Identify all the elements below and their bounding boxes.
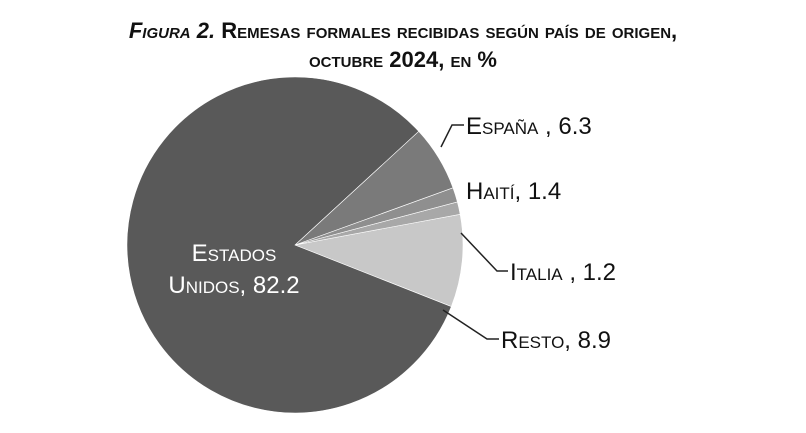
leader-line-espana [440,124,464,148]
label-estados-unidos-line2: Unidos, 82.2 [168,272,299,299]
label-estados-unidos-line1: Estados [192,240,277,267]
label-espana: España , 6.3 [466,113,592,140]
title-line-2: octubre 2024, en % [309,47,497,72]
label-haiti: Haití, 1.4 [466,178,561,205]
leader-line-italia [460,232,508,272]
label-italia: Italia , 1.2 [510,259,616,286]
chart-title: Figura 2. Remesas formales recibidas seg… [0,16,806,74]
figure-number: Figura 2. [128,18,216,43]
pie-slices [126,76,464,414]
leader-line-resto [442,309,499,340]
pie-slice-estados-unidos [126,76,452,414]
label-resto: Resto, 8.9 [501,327,611,354]
title-line-1: Remesas formales recibidas según país de… [221,18,678,43]
